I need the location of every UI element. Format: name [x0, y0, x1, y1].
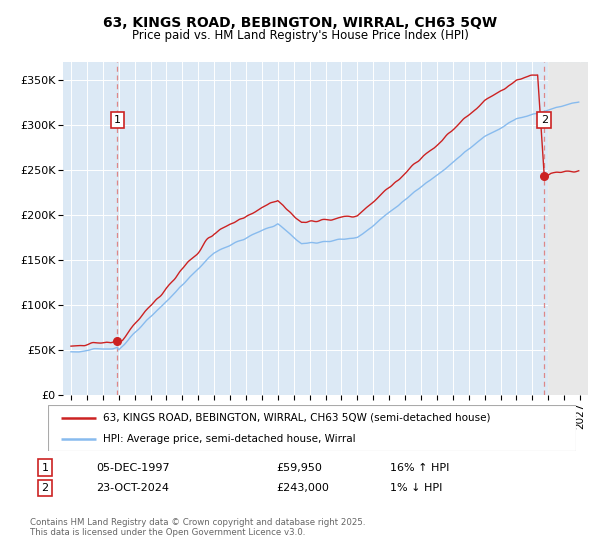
Text: £59,950: £59,950 [276, 463, 322, 473]
FancyBboxPatch shape [48, 405, 576, 451]
Text: 63, KINGS ROAD, BEBINGTON, WIRRAL, CH63 5QW (semi-detached house): 63, KINGS ROAD, BEBINGTON, WIRRAL, CH63 … [103, 413, 491, 423]
Text: 05-DEC-1997: 05-DEC-1997 [96, 463, 170, 473]
Text: 1: 1 [114, 115, 121, 125]
Text: £243,000: £243,000 [276, 483, 329, 493]
Text: Price paid vs. HM Land Registry's House Price Index (HPI): Price paid vs. HM Land Registry's House … [131, 29, 469, 42]
Text: 16% ↑ HPI: 16% ↑ HPI [390, 463, 449, 473]
Text: HPI: Average price, semi-detached house, Wirral: HPI: Average price, semi-detached house,… [103, 435, 356, 444]
Text: 2: 2 [541, 115, 548, 125]
Text: Contains HM Land Registry data © Crown copyright and database right 2025.
This d: Contains HM Land Registry data © Crown c… [30, 518, 365, 538]
Text: 23-OCT-2024: 23-OCT-2024 [96, 483, 169, 493]
Text: 1: 1 [41, 463, 49, 473]
Text: 1% ↓ HPI: 1% ↓ HPI [390, 483, 442, 493]
Text: 63, KINGS ROAD, BEBINGTON, WIRRAL, CH63 5QW: 63, KINGS ROAD, BEBINGTON, WIRRAL, CH63 … [103, 16, 497, 30]
Text: 2: 2 [41, 483, 49, 493]
Bar [548, 62, 588, 395]
